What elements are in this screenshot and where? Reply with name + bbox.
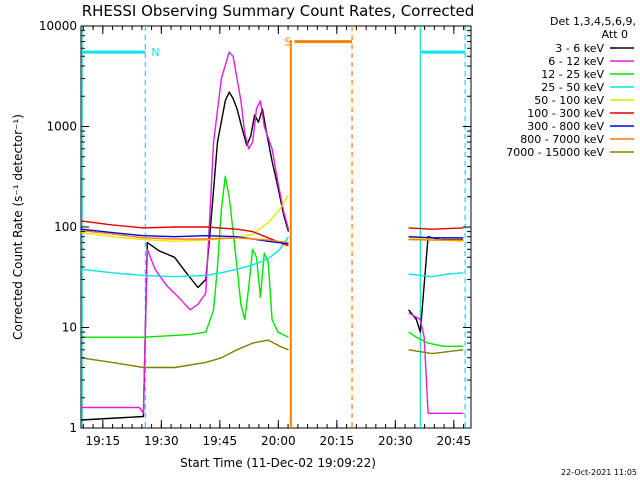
x-tick-label-6: 20:45: [437, 434, 472, 448]
legend-header: Det 1,3,4,5,6,9,: [550, 15, 636, 28]
series-line-1-part-1: [408, 312, 464, 414]
series-line-1-part-0: [81, 51, 290, 414]
axis-ticks: 1 10 100 1000 10000 19:15 19:30 19:45 20:00 20:15…: [39, 19, 471, 448]
series-line-3-part-0: [80, 236, 290, 278]
legend-label-0: 3 - 6 keV: [555, 42, 604, 55]
legend-label-1: 6 - 12 keV: [548, 55, 604, 68]
x-tick-label-0: 19:15: [86, 434, 121, 448]
series-line-8-part-1: [408, 349, 464, 355]
series-line-5-part-1: [408, 227, 464, 230]
series-line-6-part-0: [80, 228, 289, 245]
chart-title: RHESSI Observing Summary Count Rates, Co…: [82, 2, 475, 20]
series-line-7-part-1: [408, 238, 464, 241]
series-line-2-part-0: [81, 175, 289, 338]
annotation-bars: NS: [82, 36, 466, 59]
y-tick-label-4: 10000: [39, 19, 77, 33]
series-line-7-part-0: [80, 229, 289, 244]
footer-date: 22-Oct-2021 11:05: [561, 468, 637, 477]
series-lines: [80, 51, 464, 421]
legend-label-3: 25 - 50 keV: [541, 81, 604, 94]
legend-label-8: 7000 - 15000 keV: [506, 146, 604, 159]
legend-header-attenuator: Att 0: [602, 28, 628, 41]
series-line-3-part-1: [408, 272, 464, 278]
y-tick-label-3: 1000: [46, 120, 77, 134]
legend-label-4: 50 - 100 keV: [534, 94, 604, 107]
series-line-6-part-1: [408, 236, 464, 239]
y-tick-label-1: 10: [62, 321, 77, 335]
legend-label-2: 12 - 25 keV: [541, 68, 604, 81]
annotation-label-2: S: [285, 36, 292, 49]
y-tick-label-2: 100: [54, 220, 77, 234]
y-axis-label: Corrected Count Rate (s⁻¹ detector⁻¹): [11, 114, 25, 340]
legend-label-5: 100 - 300 keV: [527, 107, 604, 120]
annotation-label-0: N: [151, 46, 159, 59]
legend-label-6: 300 - 800 keV: [527, 120, 604, 133]
series-line-8-part-0: [80, 339, 289, 369]
x-tick-label-3: 20:00: [261, 434, 296, 448]
series-line-2-part-1: [408, 331, 464, 347]
x-axis-label: Start Time (11-Dec-02 19:09:22): [180, 456, 376, 470]
legend-label-7: 800 - 7000 keV: [520, 133, 604, 146]
x-tick-label-4: 20:15: [320, 434, 355, 448]
x-tick-label-2: 19:45: [203, 434, 238, 448]
y-tick-label-0: 1: [69, 421, 77, 435]
x-tick-label-5: 20:30: [378, 434, 413, 448]
x-tick-label-1: 19:30: [144, 434, 179, 448]
